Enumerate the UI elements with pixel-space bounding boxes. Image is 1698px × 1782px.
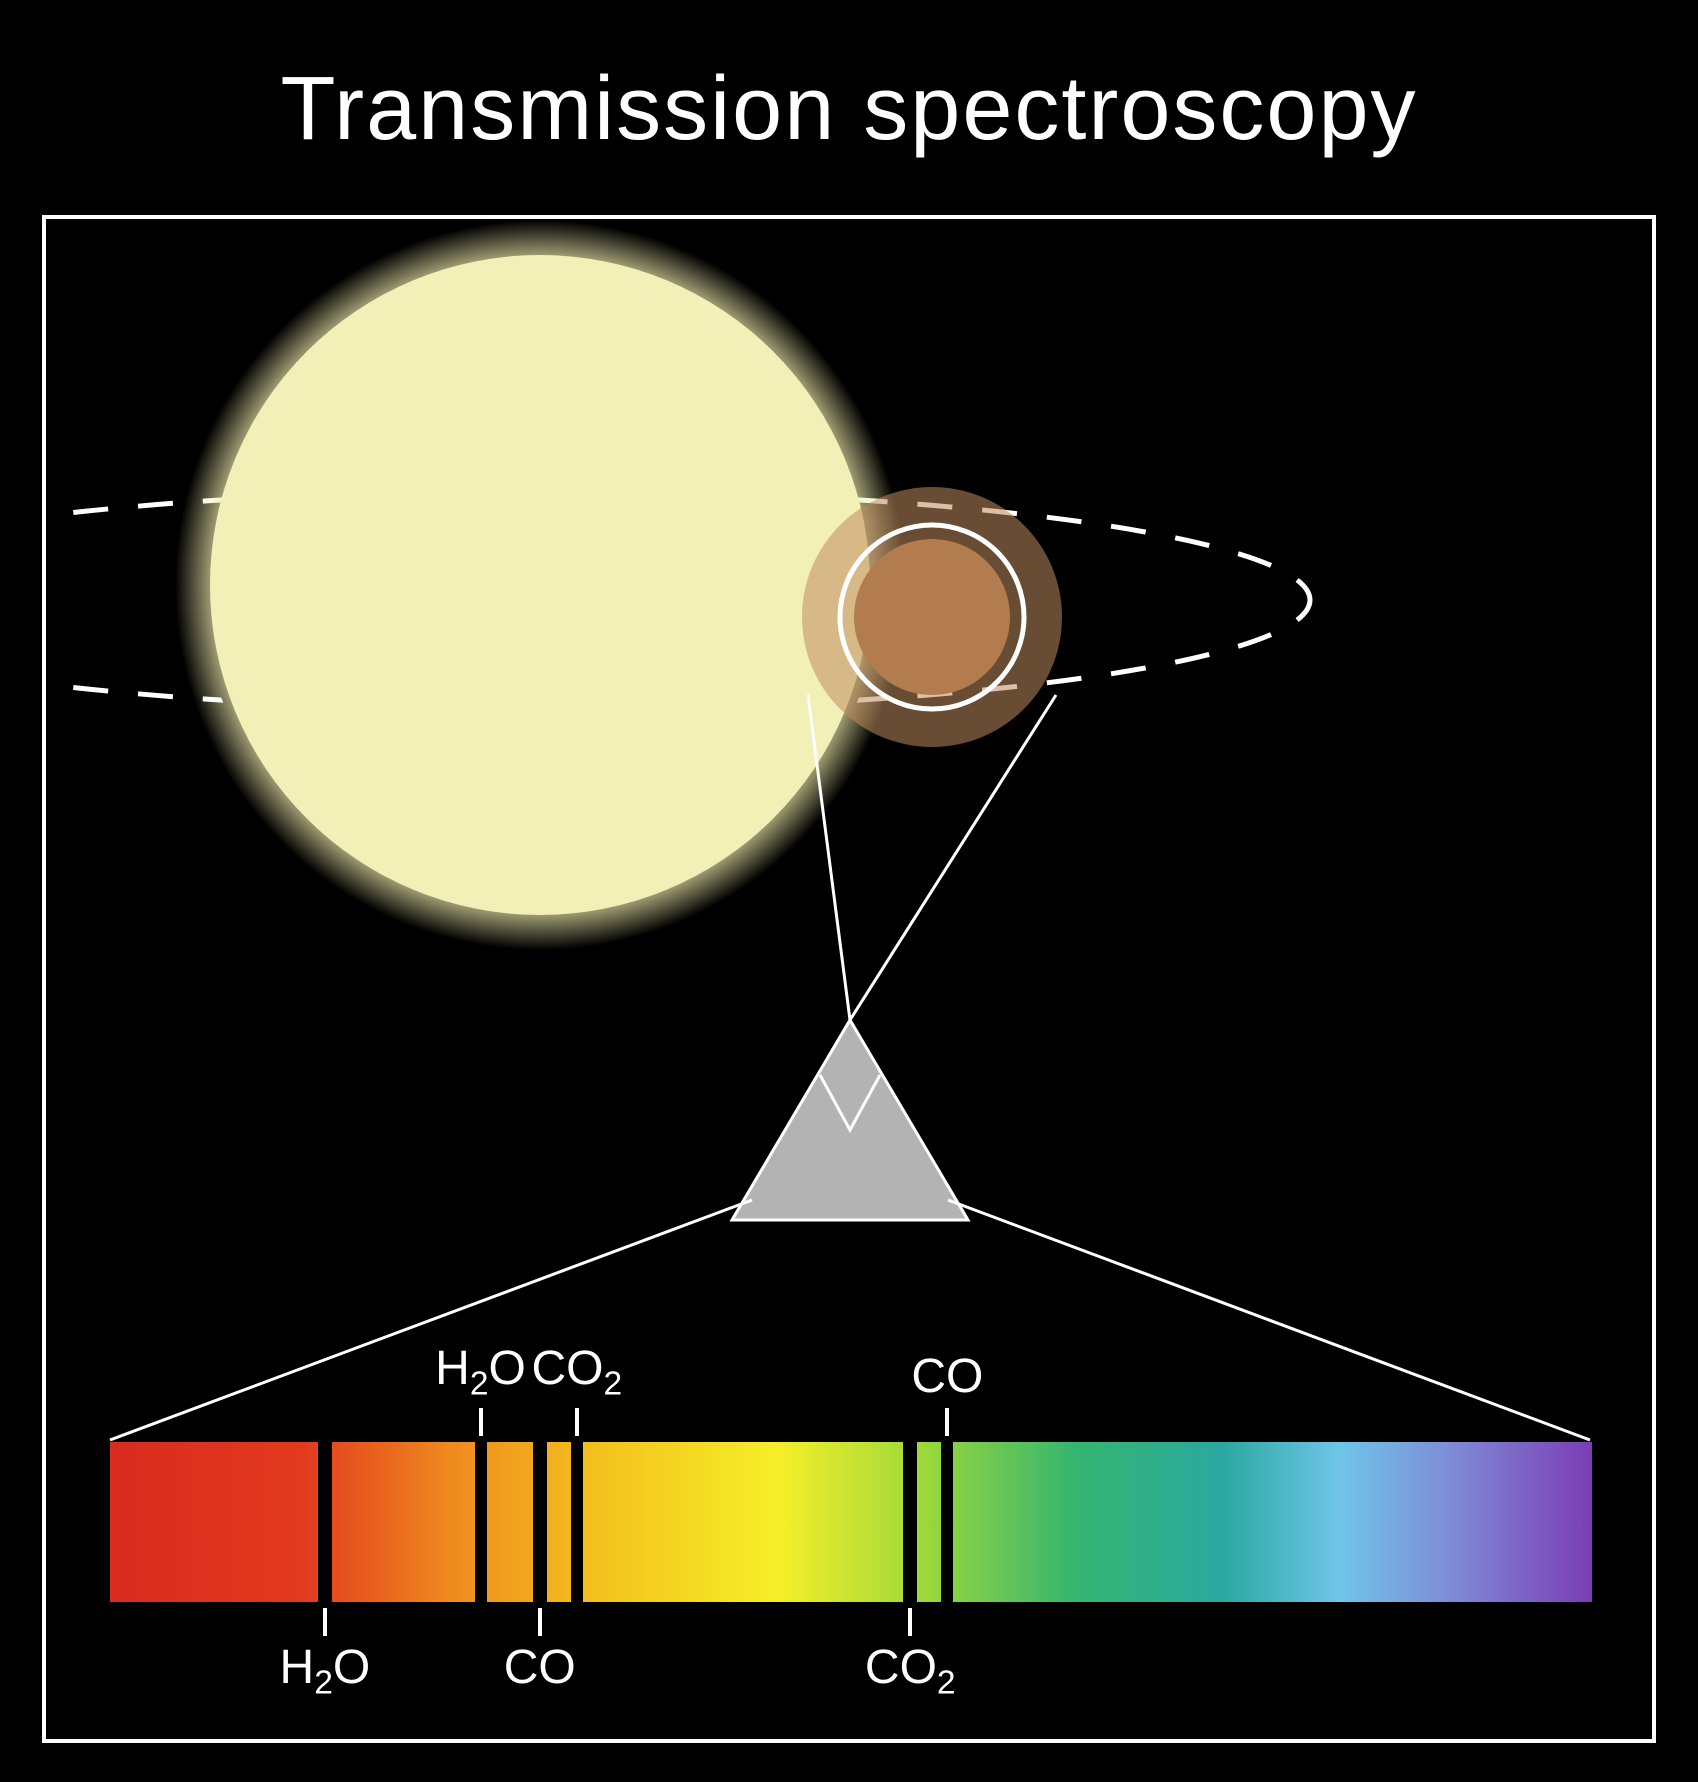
- spectrum-tick: [945, 1408, 949, 1436]
- absorption-line: [475, 1442, 487, 1602]
- absorption-line: [533, 1442, 547, 1602]
- absorption-line: [903, 1442, 917, 1602]
- spectrum-tick: [323, 1608, 327, 1636]
- spectrum-bar: H2OH2OCOCO2CO2CO: [110, 1442, 1592, 1602]
- absorption-label: CO: [504, 1640, 576, 1695]
- spectrum-tick: [908, 1608, 912, 1636]
- absorption-line: [318, 1442, 332, 1602]
- absorption-label: H2O: [280, 1640, 371, 1703]
- absorption-label: H2O: [435, 1341, 526, 1404]
- absorption-label: CO2: [865, 1640, 956, 1703]
- absorption-label: CO2: [531, 1341, 622, 1404]
- spectrum-tick: [479, 1408, 483, 1436]
- spectrum-tick: [538, 1608, 542, 1636]
- absorption-line: [571, 1442, 583, 1602]
- page-title: Transmission spectroscopy: [0, 58, 1698, 161]
- spectrum-tick: [575, 1408, 579, 1436]
- absorption-label: CO: [911, 1349, 983, 1404]
- absorption-line: [941, 1442, 953, 1602]
